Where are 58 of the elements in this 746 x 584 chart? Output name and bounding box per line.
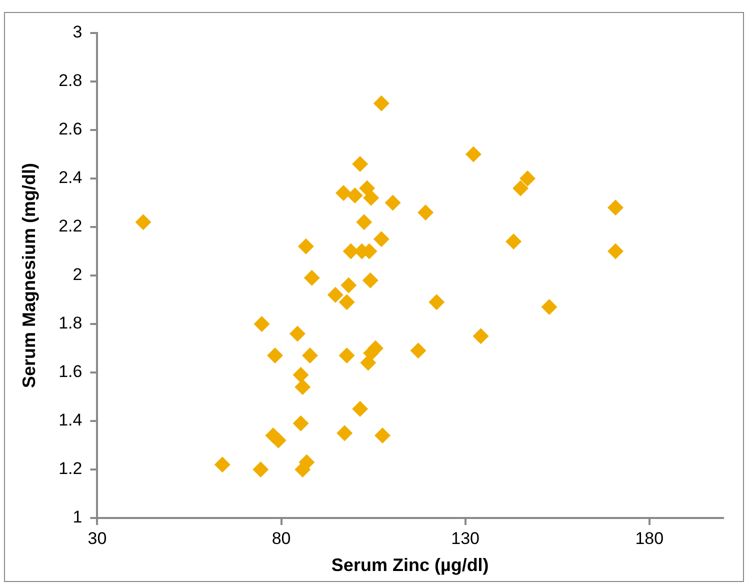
point xyxy=(292,415,309,432)
y-tick-label: 2 xyxy=(72,265,82,284)
point xyxy=(270,432,286,448)
point xyxy=(336,425,353,442)
point xyxy=(373,231,390,248)
y-tick-label: 2.8 xyxy=(58,71,82,90)
point xyxy=(418,204,434,220)
point xyxy=(352,400,368,417)
point xyxy=(428,294,445,310)
point xyxy=(135,214,152,230)
point xyxy=(252,462,269,478)
point xyxy=(338,348,355,364)
point xyxy=(304,270,320,286)
y-tick-label: 1.2 xyxy=(58,459,82,478)
y-tick-label: 2.6 xyxy=(58,120,82,139)
point xyxy=(472,328,489,344)
point xyxy=(608,200,624,216)
y-tick-label: 3 xyxy=(72,22,82,42)
point xyxy=(512,180,529,196)
point xyxy=(359,180,376,196)
point xyxy=(384,194,401,211)
point xyxy=(292,366,309,383)
point xyxy=(340,277,357,294)
y-tick-label: 1.4 xyxy=(58,410,82,430)
y-tick-label: 2.4 xyxy=(58,168,82,188)
point xyxy=(338,294,355,310)
x-tick-label: 30 xyxy=(88,528,107,548)
point xyxy=(362,272,378,288)
point xyxy=(520,170,536,186)
y-tick-label: 1.6 xyxy=(58,362,82,382)
point xyxy=(214,456,230,473)
point xyxy=(298,238,314,254)
point xyxy=(294,379,311,396)
point xyxy=(506,234,522,250)
point xyxy=(267,348,284,364)
x-tick-label: 80 xyxy=(272,528,291,548)
y-tick-label: 1.8 xyxy=(58,314,82,333)
point xyxy=(254,316,270,332)
point xyxy=(356,214,372,230)
x-axis-title: Serum Zinc (µg/dl) xyxy=(331,555,489,576)
point xyxy=(374,428,391,444)
point xyxy=(289,326,306,342)
y-tick-label: 1 xyxy=(72,508,82,527)
point xyxy=(373,95,390,112)
point xyxy=(352,156,368,172)
y-axis-title: Serum Magnesium (mg/dl) xyxy=(18,162,39,388)
point xyxy=(541,299,558,316)
x-tick-label: 180 xyxy=(635,528,664,548)
point xyxy=(410,342,426,359)
point xyxy=(608,243,624,260)
point xyxy=(346,187,363,204)
point xyxy=(465,146,482,162)
point xyxy=(335,185,352,202)
x-tick-label: 130 xyxy=(451,528,480,548)
point xyxy=(327,286,344,303)
point xyxy=(363,190,380,206)
point xyxy=(302,348,318,364)
y-tick-label: 2.2 xyxy=(58,216,82,236)
